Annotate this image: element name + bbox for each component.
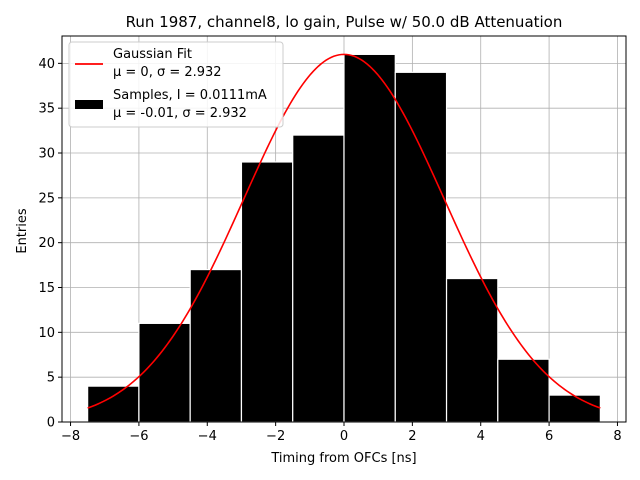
gaussian-fit-line (87, 53, 601, 409)
histogram-bars (87, 53, 601, 423)
y-tick-label: 10 (38, 326, 55, 341)
x-tick-label: −2 (266, 429, 285, 444)
histogram-bar (138, 322, 191, 423)
x-tick-label: −4 (198, 429, 217, 444)
y-tick-label: 30 (38, 147, 55, 162)
legend-samples-params: μ = -0.01, σ = 2.932 (113, 106, 247, 121)
x-tick-label: −8 (61, 429, 80, 444)
legend-samples-patch-swatch (75, 100, 103, 109)
y-tick-label: 25 (38, 191, 55, 206)
legend: Gaussian Fit μ = 0, σ = 2.932 Samples, I… (68, 41, 284, 128)
x-tick-label: −6 (129, 429, 148, 444)
histogram-bar (87, 385, 140, 423)
gaussian-fit-curve (87, 53, 601, 409)
histogram-bar (548, 394, 601, 423)
legend-box (68, 41, 284, 128)
x-axis-label: Timing from OFCs [ns] (270, 451, 416, 466)
histogram-bar (343, 53, 396, 423)
x-tick-label: 2 (408, 429, 416, 444)
histogram-bar (445, 277, 499, 423)
x-tick-label: 6 (545, 429, 553, 444)
legend-fit-label: Gaussian Fit (113, 47, 192, 62)
y-tick-label: 35 (38, 102, 55, 117)
y-tick-label: 15 (38, 281, 55, 296)
histogram-bar (240, 161, 294, 423)
histogram-bar (189, 268, 243, 423)
y-tick-label: 0 (47, 416, 55, 431)
y-axis-label: Entries (15, 208, 30, 254)
y-tick-label: 5 (47, 371, 55, 386)
y-tick-label: 20 (38, 236, 55, 251)
x-tick-label: 8 (613, 429, 621, 444)
y-axis-ticks: 0 5 10 15 20 25 30 35 40 (38, 57, 62, 431)
x-tick-label: 4 (477, 429, 485, 444)
chart-title: Run 1987, channel8, lo gain, Pulse w/ 50… (126, 13, 563, 31)
histogram-bar (292, 134, 345, 423)
x-tick-label: 0 (340, 429, 348, 444)
histogram-bar (394, 71, 448, 423)
legend-fit-params: μ = 0, σ = 2.932 (113, 65, 222, 80)
x-axis-ticks: −8 −6 −4 −2 0 2 4 6 8 (61, 422, 622, 444)
y-tick-label: 40 (38, 57, 55, 72)
legend-samples-label: Samples, I = 0.0111mA (113, 88, 267, 103)
